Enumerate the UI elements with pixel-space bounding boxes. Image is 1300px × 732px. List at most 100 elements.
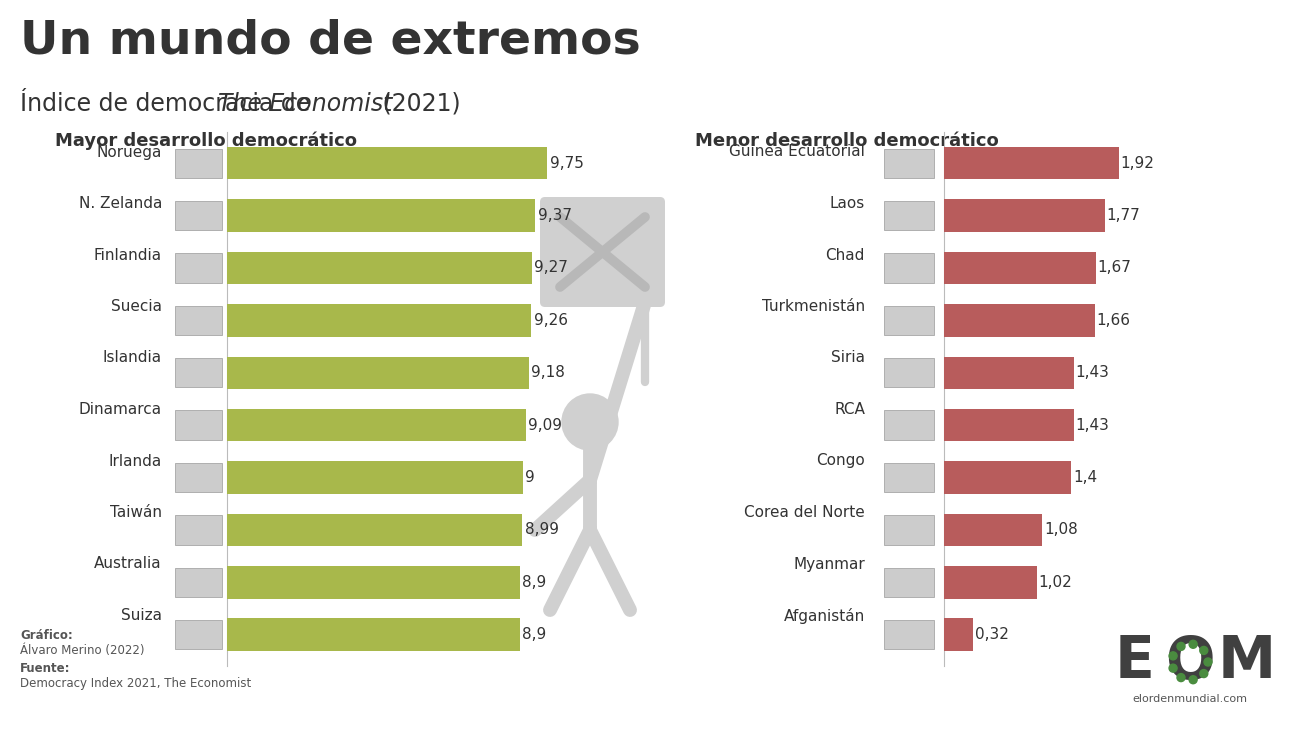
Bar [227,252,532,284]
Circle shape [1176,643,1186,651]
Text: 1,4: 1,4 [1072,470,1097,485]
FancyBboxPatch shape [884,201,933,231]
Text: Guinea Ecuatorial: Guinea Ecuatorial [729,144,864,160]
Circle shape [1200,670,1208,678]
Bar [227,566,520,599]
Text: Corea del Norte: Corea del Norte [744,505,864,520]
Circle shape [1204,658,1212,666]
Text: Álvaro Merino (2022): Álvaro Merino (2022) [20,644,144,657]
Text: elordenmundial.com: elordenmundial.com [1132,694,1248,704]
Text: Fuente:: Fuente: [20,662,70,675]
Text: (2021): (2021) [374,92,460,116]
FancyBboxPatch shape [174,201,222,231]
Bar [227,147,547,179]
FancyBboxPatch shape [884,620,933,649]
Text: E: E [1115,633,1154,690]
Bar [944,199,1105,232]
Text: Australia: Australia [95,556,162,572]
Text: 9,75: 9,75 [550,156,584,171]
FancyBboxPatch shape [884,463,933,492]
Text: 1,92: 1,92 [1121,156,1154,171]
Circle shape [1190,676,1197,684]
Text: Siria: Siria [831,351,865,365]
Text: 1,77: 1,77 [1106,208,1140,223]
Bar [944,619,972,651]
FancyBboxPatch shape [174,149,222,178]
FancyBboxPatch shape [174,358,222,387]
Text: Suiza: Suiza [121,608,162,623]
FancyBboxPatch shape [174,515,222,545]
Bar [227,356,529,389]
Text: Turkmenistán: Turkmenistán [762,299,864,314]
Text: Afganistán: Afganistán [784,608,864,624]
Text: Congo: Congo [816,454,864,468]
FancyBboxPatch shape [884,358,933,387]
Bar [227,304,532,337]
Bar [227,409,525,441]
Text: 0,32: 0,32 [975,627,1009,642]
Text: 9,27: 9,27 [534,261,568,275]
Text: The Economist: The Economist [218,92,393,116]
Text: Noruega: Noruega [96,144,162,160]
Text: 1,02: 1,02 [1039,575,1072,590]
Text: Islandia: Islandia [103,351,162,365]
Text: 1,08: 1,08 [1044,523,1078,537]
FancyBboxPatch shape [174,463,222,492]
FancyBboxPatch shape [540,197,666,307]
Text: Taiwán: Taiwán [111,505,162,520]
Text: Finlandia: Finlandia [94,247,162,263]
FancyBboxPatch shape [174,567,222,597]
FancyBboxPatch shape [884,253,933,283]
Bar [944,461,1071,494]
FancyBboxPatch shape [884,515,933,545]
Text: M: M [1218,633,1277,690]
FancyBboxPatch shape [884,306,933,335]
Text: 1,67: 1,67 [1097,261,1131,275]
Text: Laos: Laos [829,196,864,211]
FancyBboxPatch shape [884,567,933,597]
Text: 9,37: 9,37 [538,208,572,223]
Text: 1,43: 1,43 [1076,418,1110,433]
Text: 9,18: 9,18 [532,365,566,380]
Text: Dinamarca: Dinamarca [79,402,162,417]
FancyBboxPatch shape [884,149,933,178]
Bar [227,461,523,494]
Text: N. Zelanda: N. Zelanda [78,196,162,211]
FancyBboxPatch shape [174,253,222,283]
Text: 8,9: 8,9 [523,575,546,590]
Bar [944,147,1118,179]
Circle shape [1169,651,1176,660]
Text: Suecia: Suecia [111,299,162,314]
Text: Chad: Chad [826,247,864,263]
Bar [944,514,1043,546]
Circle shape [1200,646,1208,654]
Text: Menor desarrollo democrático: Menor desarrollo democrático [696,132,998,150]
Text: Un mundo de extremos: Un mundo de extremos [20,18,640,63]
Text: 9,26: 9,26 [534,313,568,328]
Bar [227,199,534,232]
Text: 1,66: 1,66 [1097,313,1131,328]
FancyBboxPatch shape [174,411,222,440]
FancyBboxPatch shape [174,620,222,649]
Text: Democracy Index 2021, The Economist: Democracy Index 2021, The Economist [20,677,251,690]
Circle shape [1176,673,1186,681]
Bar [944,566,1036,599]
Bar [944,356,1074,389]
Circle shape [562,394,618,450]
Circle shape [1169,664,1176,672]
Bar [227,619,520,651]
Text: Irlanda: Irlanda [109,454,162,468]
Text: 9: 9 [525,470,536,485]
Text: RCA: RCA [835,402,864,417]
Text: 8,9: 8,9 [523,627,546,642]
Text: 1,43: 1,43 [1076,365,1110,380]
Text: Myanmar: Myanmar [793,556,864,572]
Text: 9,09: 9,09 [528,418,563,433]
Bar [227,514,523,546]
Text: Mayor desarrollo democrático: Mayor desarrollo democrático [55,132,358,151]
Text: 8,99: 8,99 [525,523,559,537]
Bar [944,252,1096,284]
Text: O: O [1165,633,1214,690]
FancyBboxPatch shape [884,411,933,440]
Bar [944,409,1074,441]
